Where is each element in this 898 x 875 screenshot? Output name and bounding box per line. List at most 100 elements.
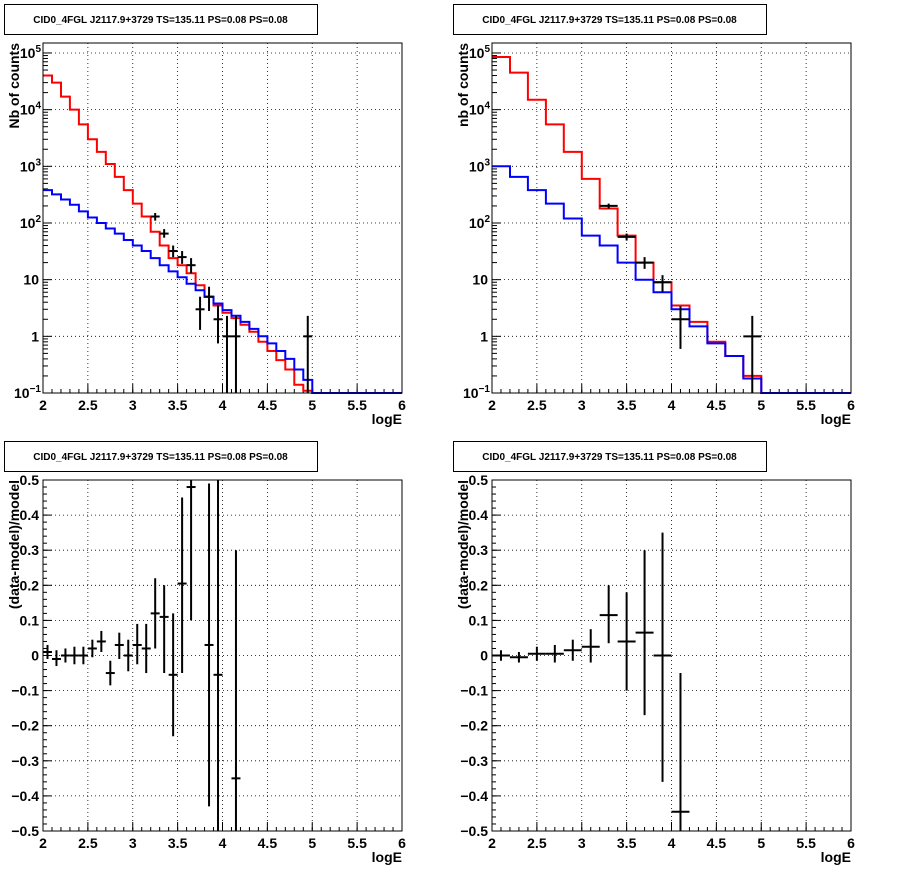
x-tick-label: 3 (129, 397, 137, 413)
y-tick-label: −0.3 (460, 753, 488, 769)
data-point (671, 673, 690, 831)
y-axis-label: nb of counts (455, 43, 471, 127)
y-tick-label: −0.2 (11, 718, 39, 734)
y-tick-label: 102 (469, 214, 491, 231)
data-point (599, 585, 618, 644)
y-tick-label: 10 (23, 272, 39, 288)
y-tick-label: −0.2 (460, 718, 488, 734)
data-point (87, 639, 97, 658)
data-point (213, 480, 223, 831)
plot-frame (491, 42, 852, 394)
y-tick-label: 0.4 (20, 507, 40, 523)
data-point (743, 315, 762, 393)
y-tick-label: −0.1 (460, 683, 488, 699)
data-point (653, 532, 672, 782)
y-tick-label: −0.3 (11, 753, 39, 769)
y-tick-label: 0 (480, 648, 488, 664)
data-point (123, 639, 133, 672)
y-tick-label: 105 (469, 44, 491, 61)
data-point (177, 251, 187, 264)
data-point (231, 550, 241, 831)
x-tick-label: 5 (757, 835, 765, 851)
x-tick-label: 5 (308, 835, 316, 851)
y-tick-label: 0.3 (20, 542, 40, 558)
y-axis-label: (data-model)/model (6, 480, 22, 609)
residual-panel-left: CID0_4FGL J2117.9+3729 TS=135.11 PS=0.08… (4, 441, 406, 865)
y-tick-label: 0.2 (20, 577, 40, 593)
data-point (43, 644, 52, 660)
source-model-histogram (492, 165, 851, 394)
data-point (492, 650, 510, 661)
data-point (141, 623, 151, 674)
x-tick-label: 4 (219, 397, 227, 413)
data-point (186, 480, 196, 621)
x-tick-label: 4.5 (258, 835, 278, 851)
y-tick-label: −0.5 (460, 823, 488, 839)
x-tick-label: 4.5 (707, 397, 727, 413)
x-tick-label: 6 (398, 397, 406, 413)
y-tick-label: 105 (20, 44, 42, 61)
x-tick-label: 2.5 (527, 835, 547, 851)
x-tick-label: 6 (847, 835, 855, 851)
y-tick-label: 0.1 (20, 612, 40, 628)
x-tick-label: 5.5 (796, 397, 816, 413)
x-axis-label: logE (821, 411, 851, 427)
chart-title: CID0_4FGL J2117.9+3729 TS=135.11 PS=0.08… (33, 15, 288, 26)
x-tick-label: 5.5 (796, 835, 816, 851)
x-tick-label: 3.5 (617, 397, 637, 413)
x-tick-label: 3 (129, 835, 137, 851)
data-point (114, 632, 124, 660)
data-point (204, 483, 214, 807)
x-tick-label: 5 (308, 397, 316, 413)
x-tick-label: 4.5 (258, 397, 278, 413)
counts-panel-right: CID0_4FGL J2117.9+3729 TS=135.11 PS=0.08… (453, 4, 855, 427)
data-point (303, 315, 313, 393)
y-tick-label: −0.4 (11, 788, 39, 804)
y-tick-label: 104 (469, 101, 491, 118)
data-point (159, 585, 169, 674)
x-axis-label: logE (821, 849, 851, 865)
data-point (168, 613, 178, 737)
title-box (4, 4, 318, 35)
data-point (213, 305, 223, 344)
y-tick-label: 0.2 (469, 577, 489, 593)
x-tick-label: 5.5 (347, 397, 367, 413)
x-tick-label: 2.5 (78, 397, 98, 413)
x-tick-label: 5.5 (347, 835, 367, 851)
x-tick-label: 3.5 (168, 835, 188, 851)
data-point (222, 315, 232, 393)
data-point (96, 630, 106, 652)
y-tick-label: 10 (472, 272, 488, 288)
total-model-histogram (43, 74, 402, 394)
x-tick-label: 2.5 (527, 397, 547, 413)
chart-title: CID0_4FGL J2117.9+3729 TS=135.11 PS=0.08… (482, 452, 737, 463)
data-point (195, 296, 205, 330)
data-point (581, 629, 600, 663)
plot-frame (42, 42, 403, 394)
x-tick-label: 3.5 (617, 835, 637, 851)
plot-frame (42, 479, 403, 832)
plot-frame (491, 479, 852, 832)
residual-panel-right: CID0_4FGL J2117.9+3729 TS=135.11 PS=0.08… (453, 441, 855, 865)
y-tick-label: 10−1 (14, 384, 41, 401)
title-box (453, 441, 767, 472)
data-point (527, 646, 546, 661)
x-tick-label: 3 (578, 835, 586, 851)
counts-panel-left: CID0_4FGL J2117.9+3729 TS=135.11 PS=0.08… (4, 4, 406, 427)
data-point (599, 203, 618, 209)
y-tick-label: 103 (20, 157, 42, 174)
data-point (150, 578, 160, 649)
source-model-histogram (43, 189, 402, 394)
y-tick-label: 10−1 (463, 384, 490, 401)
y-tick-label: 0 (31, 648, 39, 664)
y-axis-label: Nb of counts (6, 43, 22, 129)
y-tick-label: −0.1 (11, 683, 39, 699)
data-point (150, 213, 160, 221)
x-tick-label: 5 (757, 397, 765, 413)
data-point (186, 258, 196, 274)
data-point (545, 644, 564, 663)
x-tick-label: 4.5 (707, 835, 727, 851)
data-point (617, 592, 636, 691)
y-tick-label: −0.4 (460, 788, 488, 804)
